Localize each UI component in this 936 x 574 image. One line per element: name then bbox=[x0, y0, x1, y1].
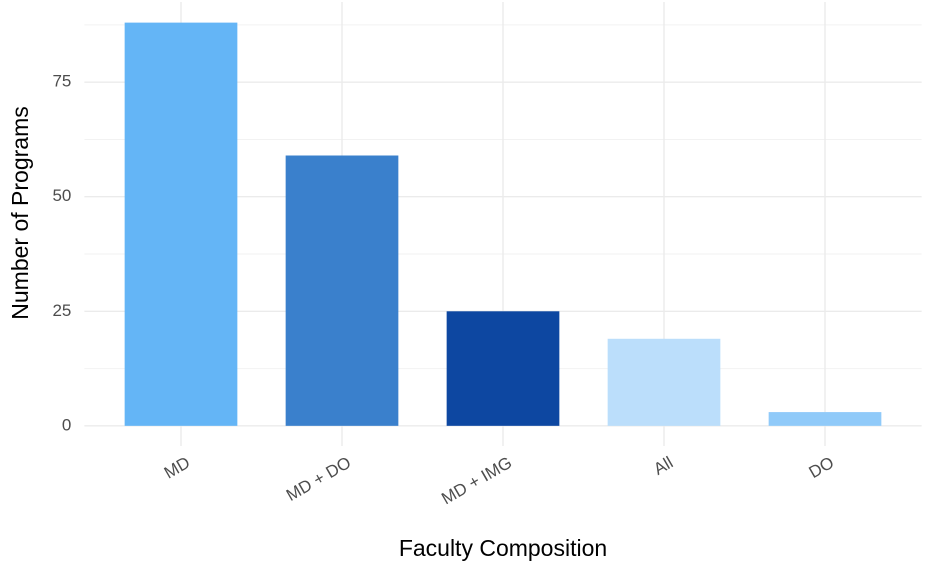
x-tick-label: All bbox=[650, 453, 676, 479]
x-tick-label: DO bbox=[806, 453, 838, 482]
x-tick-label: MD + DO bbox=[283, 453, 354, 505]
y-tick-label: 75 bbox=[52, 72, 71, 91]
bar bbox=[124, 22, 238, 426]
x-axis-title: Faculty Composition bbox=[399, 535, 607, 561]
y-tick-label: 25 bbox=[52, 301, 71, 320]
x-tick-label: MD bbox=[161, 453, 193, 483]
x-tick-label: MD + IMG bbox=[438, 453, 515, 508]
bar bbox=[285, 155, 399, 426]
y-tick-label: 50 bbox=[52, 186, 71, 205]
y-tick-label: 0 bbox=[62, 415, 71, 434]
bar bbox=[768, 412, 882, 426]
bar bbox=[607, 338, 721, 426]
bar bbox=[446, 311, 560, 426]
y-axis-title: Number of Programs bbox=[7, 106, 33, 319]
